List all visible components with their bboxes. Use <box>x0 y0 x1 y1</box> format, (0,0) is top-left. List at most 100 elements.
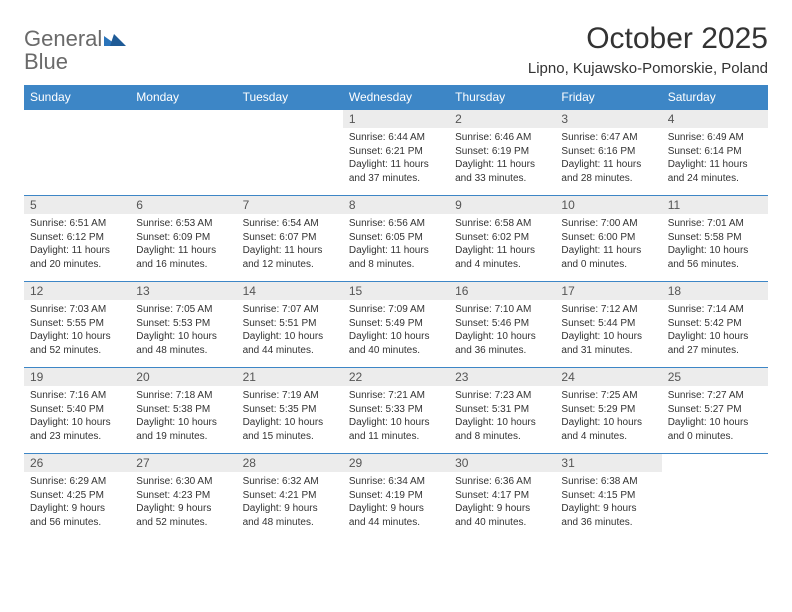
week-row: 5Sunrise: 6:51 AMSunset: 6:12 PMDaylight… <box>24 196 768 282</box>
sunrise-text: Sunrise: 7:25 AM <box>561 389 655 403</box>
weekday-thursday: Thursday <box>449 85 555 110</box>
sunset-text: Sunset: 5:33 PM <box>349 403 443 417</box>
day-cell: 10Sunrise: 7:00 AMSunset: 6:00 PMDayligh… <box>555 196 661 282</box>
day-body: Sunrise: 7:01 AMSunset: 5:58 PMDaylight:… <box>662 214 768 275</box>
sunrise-text: Sunrise: 7:00 AM <box>561 217 655 231</box>
daylight-text: Daylight: 10 hours and 44 minutes. <box>243 330 337 357</box>
sunset-text: Sunset: 4:21 PM <box>243 489 337 503</box>
day-body: Sunrise: 7:14 AMSunset: 5:42 PMDaylight:… <box>662 300 768 361</box>
daylight-text: Daylight: 11 hours and 12 minutes. <box>243 244 337 271</box>
day-body <box>662 472 768 479</box>
brand-logo: General Blue <box>24 28 126 74</box>
day-body: Sunrise: 6:44 AMSunset: 6:21 PMDaylight:… <box>343 128 449 189</box>
day-body: Sunrise: 7:05 AMSunset: 5:53 PMDaylight:… <box>130 300 236 361</box>
sunset-text: Sunset: 5:51 PM <box>243 317 337 331</box>
day-number: 21 <box>237 368 343 386</box>
day-cell: 20Sunrise: 7:18 AMSunset: 5:38 PMDayligh… <box>130 368 236 454</box>
day-body: Sunrise: 6:38 AMSunset: 4:15 PMDaylight:… <box>555 472 661 533</box>
day-cell <box>130 110 236 196</box>
day-number: 6 <box>130 196 236 214</box>
day-number: 10 <box>555 196 661 214</box>
day-body <box>24 128 130 135</box>
sunset-text: Sunset: 5:58 PM <box>668 231 762 245</box>
daylight-text: Daylight: 9 hours and 52 minutes. <box>136 502 230 529</box>
sunset-text: Sunset: 6:00 PM <box>561 231 655 245</box>
sunrise-text: Sunrise: 7:16 AM <box>30 389 124 403</box>
weekday-tuesday: Tuesday <box>237 85 343 110</box>
day-cell: 2Sunrise: 6:46 AMSunset: 6:19 PMDaylight… <box>449 110 555 196</box>
sunset-text: Sunset: 5:46 PM <box>455 317 549 331</box>
daylight-text: Daylight: 11 hours and 20 minutes. <box>30 244 124 271</box>
daylight-text: Daylight: 10 hours and 52 minutes. <box>30 330 124 357</box>
sunrise-text: Sunrise: 6:30 AM <box>136 475 230 489</box>
day-cell: 16Sunrise: 7:10 AMSunset: 5:46 PMDayligh… <box>449 282 555 368</box>
sunset-text: Sunset: 6:05 PM <box>349 231 443 245</box>
day-number: 24 <box>555 368 661 386</box>
day-cell <box>24 110 130 196</box>
day-body: Sunrise: 6:54 AMSunset: 6:07 PMDaylight:… <box>237 214 343 275</box>
daylight-text: Daylight: 10 hours and 31 minutes. <box>561 330 655 357</box>
daylight-text: Daylight: 10 hours and 0 minutes. <box>668 416 762 443</box>
sunset-text: Sunset: 5:38 PM <box>136 403 230 417</box>
day-cell: 6Sunrise: 6:53 AMSunset: 6:09 PMDaylight… <box>130 196 236 282</box>
month-title: October 2025 <box>528 22 768 56</box>
sunrise-text: Sunrise: 6:47 AM <box>561 131 655 145</box>
day-number: 16 <box>449 282 555 300</box>
day-body: Sunrise: 6:36 AMSunset: 4:17 PMDaylight:… <box>449 472 555 533</box>
day-body: Sunrise: 6:29 AMSunset: 4:25 PMDaylight:… <box>24 472 130 533</box>
sunrise-text: Sunrise: 7:23 AM <box>455 389 549 403</box>
day-body: Sunrise: 7:00 AMSunset: 6:00 PMDaylight:… <box>555 214 661 275</box>
sunset-text: Sunset: 5:42 PM <box>668 317 762 331</box>
day-number: 2 <box>449 110 555 128</box>
day-cell: 17Sunrise: 7:12 AMSunset: 5:44 PMDayligh… <box>555 282 661 368</box>
day-number: 1 <box>343 110 449 128</box>
day-body: Sunrise: 6:32 AMSunset: 4:21 PMDaylight:… <box>237 472 343 533</box>
sunrise-text: Sunrise: 7:07 AM <box>243 303 337 317</box>
sunset-text: Sunset: 5:49 PM <box>349 317 443 331</box>
day-cell: 9Sunrise: 6:58 AMSunset: 6:02 PMDaylight… <box>449 196 555 282</box>
weekday-row: SundayMondayTuesdayWednesdayThursdayFrid… <box>24 85 768 110</box>
day-cell: 18Sunrise: 7:14 AMSunset: 5:42 PMDayligh… <box>662 282 768 368</box>
day-number: 4 <box>662 110 768 128</box>
sunrise-text: Sunrise: 6:32 AM <box>243 475 337 489</box>
sunrise-text: Sunrise: 6:34 AM <box>349 475 443 489</box>
weekday-friday: Friday <box>555 85 661 110</box>
day-number: 18 <box>662 282 768 300</box>
day-number: 29 <box>343 454 449 472</box>
day-number: 5 <box>24 196 130 214</box>
daylight-text: Daylight: 10 hours and 19 minutes. <box>136 416 230 443</box>
weekday-wednesday: Wednesday <box>343 85 449 110</box>
sunset-text: Sunset: 5:55 PM <box>30 317 124 331</box>
day-body: Sunrise: 7:16 AMSunset: 5:40 PMDaylight:… <box>24 386 130 447</box>
day-cell: 8Sunrise: 6:56 AMSunset: 6:05 PMDaylight… <box>343 196 449 282</box>
day-body: Sunrise: 7:09 AMSunset: 5:49 PMDaylight:… <box>343 300 449 361</box>
sunrise-text: Sunrise: 7:03 AM <box>30 303 124 317</box>
sunrise-text: Sunrise: 6:56 AM <box>349 217 443 231</box>
sunrise-text: Sunrise: 6:53 AM <box>136 217 230 231</box>
day-cell: 4Sunrise: 6:49 AMSunset: 6:14 PMDaylight… <box>662 110 768 196</box>
day-body <box>237 128 343 135</box>
sunset-text: Sunset: 4:17 PM <box>455 489 549 503</box>
day-body: Sunrise: 6:58 AMSunset: 6:02 PMDaylight:… <box>449 214 555 275</box>
logo-mark-icon <box>104 32 126 51</box>
daylight-text: Daylight: 10 hours and 48 minutes. <box>136 330 230 357</box>
sunset-text: Sunset: 5:27 PM <box>668 403 762 417</box>
day-cell: 7Sunrise: 6:54 AMSunset: 6:07 PMDaylight… <box>237 196 343 282</box>
day-body: Sunrise: 7:03 AMSunset: 5:55 PMDaylight:… <box>24 300 130 361</box>
sunset-text: Sunset: 5:31 PM <box>455 403 549 417</box>
title-block: October 2025 Lipno, Kujawsko-Pomorskie, … <box>528 22 768 77</box>
daylight-text: Daylight: 11 hours and 28 minutes. <box>561 158 655 185</box>
day-number: 8 <box>343 196 449 214</box>
daylight-text: Daylight: 10 hours and 15 minutes. <box>243 416 337 443</box>
sunrise-text: Sunrise: 7:01 AM <box>668 217 762 231</box>
sunset-text: Sunset: 6:07 PM <box>243 231 337 245</box>
day-body: Sunrise: 6:47 AMSunset: 6:16 PMDaylight:… <box>555 128 661 189</box>
daylight-text: Daylight: 10 hours and 27 minutes. <box>668 330 762 357</box>
daylight-text: Daylight: 10 hours and 36 minutes. <box>455 330 549 357</box>
day-body: Sunrise: 6:30 AMSunset: 4:23 PMDaylight:… <box>130 472 236 533</box>
sunset-text: Sunset: 4:23 PM <box>136 489 230 503</box>
daylight-text: Daylight: 11 hours and 33 minutes. <box>455 158 549 185</box>
sunset-text: Sunset: 4:25 PM <box>30 489 124 503</box>
day-number: 9 <box>449 196 555 214</box>
day-cell: 28Sunrise: 6:32 AMSunset: 4:21 PMDayligh… <box>237 454 343 540</box>
